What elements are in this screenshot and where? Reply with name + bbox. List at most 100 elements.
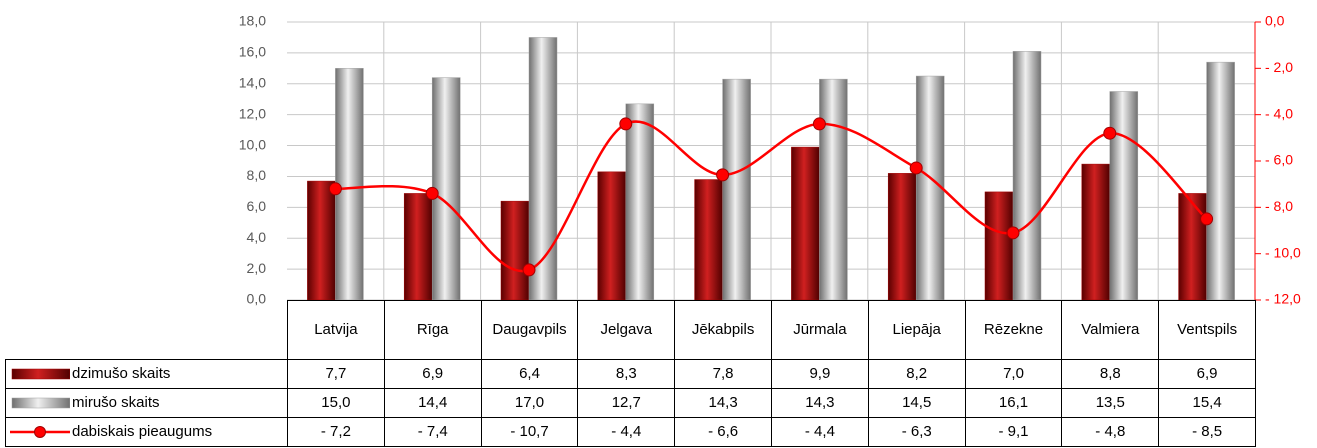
table-value-text: 15,4 (1192, 394, 1222, 411)
category-cell: Latvija (287, 300, 385, 360)
table-value: - 7,2 (287, 417, 385, 447)
table-value-text: - 6,3 (901, 423, 932, 440)
table-value: - 6,6 (674, 417, 772, 447)
bar (403, 193, 433, 301)
category-cell: Daugavpils (480, 300, 579, 360)
table-value: - 10,7 (480, 417, 579, 447)
table-value-text: 6,9 (422, 365, 444, 382)
table-value-text: 6,9 (1196, 365, 1218, 382)
table-value-text: - 7,4 (417, 423, 448, 440)
y-tick-label: 18,0 (239, 13, 266, 29)
table-value: 7,7 (287, 359, 385, 389)
line-marker (619, 117, 633, 131)
category-cell-text: Valmiera (1081, 321, 1140, 338)
table-value-text: 14,3 (708, 394, 738, 411)
table-value: 8,8 (1061, 359, 1160, 389)
bar (1012, 51, 1042, 301)
category-cell: Jelgava (577, 300, 676, 360)
line (335, 120, 1208, 273)
y-tick-label: 12,0 (239, 105, 266, 121)
bar (597, 171, 627, 301)
bar (1206, 61, 1235, 301)
y2-tick-label: - 4,0 (1265, 105, 1293, 121)
table-value-text: - 9,1 (998, 423, 1029, 440)
table-value: 15,0 (287, 388, 385, 418)
y-tick-label: 2,0 (247, 260, 267, 276)
category-cell-text: Daugavpils (492, 321, 567, 338)
table-value: - 7,4 (383, 417, 482, 447)
table-value: - 9,1 (964, 417, 1063, 447)
table-value-text: 15,0 (321, 394, 351, 411)
bar (694, 179, 723, 301)
table-value-text: - 10,7 (510, 423, 549, 440)
table-value: - 4,4 (771, 417, 869, 447)
table-value: 6,9 (1158, 359, 1256, 389)
category-cell: Liepāja (867, 300, 966, 360)
table-value-text: 8,3 (615, 365, 637, 382)
bar (431, 77, 461, 301)
category-cell: Ventspils (1158, 300, 1256, 360)
legend-cell: dzimušo skaits (5, 359, 288, 389)
table-value: 14,4 (383, 388, 482, 418)
category-cell-text: Rīga (416, 321, 449, 338)
y2-tick-label: - 2,0 (1265, 59, 1293, 75)
category-cell-text: Jūrmala (793, 321, 847, 338)
category-cell-text: Liepāja (892, 321, 941, 338)
table-value-text: 8,2 (906, 365, 928, 382)
line-marker (1200, 212, 1214, 226)
y-tick-label: 8,0 (247, 167, 267, 183)
table-value-text: - 8,5 (1192, 423, 1223, 440)
legend-icon (11, 368, 70, 380)
bar (528, 37, 558, 301)
line-marker (909, 161, 923, 175)
y-tick-label: 0,0 (247, 291, 267, 307)
table-value-text: 9,9 (809, 365, 831, 382)
legend-icon (11, 397, 70, 409)
category-cell-text: Ventspils (1177, 321, 1238, 338)
category-cell-text: Rēzekne (983, 321, 1044, 338)
legend-label: mirušo skaits (72, 394, 160, 411)
y-tick-label: 4,0 (247, 229, 267, 245)
line-marker (1006, 226, 1020, 240)
table-value-text: 7,0 (1003, 365, 1024, 382)
category-cell: Valmiera (1061, 300, 1160, 360)
line-marker (522, 263, 536, 277)
table-value-text: - 4,4 (804, 423, 835, 440)
bar (722, 78, 751, 301)
table-value: 15,4 (1158, 388, 1256, 418)
line-marker (1103, 126, 1117, 140)
table-value-text: 7,7 (325, 365, 347, 382)
legend-cell: mirušo skaits (5, 388, 288, 418)
y2-tick-label: 0,0 (1265, 13, 1285, 29)
table-value: 6,9 (383, 359, 482, 389)
table-value-text: - 6,6 (708, 423, 739, 440)
table-value: 7,0 (964, 359, 1063, 389)
legend-cell: dabiskais pieaugums (5, 417, 288, 447)
legend-icon (10, 426, 70, 438)
table-value-text: 13,5 (1095, 394, 1125, 411)
bar (819, 78, 848, 301)
table-value: 16,1 (964, 388, 1063, 418)
table-value-text: - 4,4 (611, 423, 642, 440)
table-value: - 4,4 (577, 417, 676, 447)
table-value-text: 6,4 (519, 365, 540, 382)
table-value-text: - 4,8 (1095, 423, 1126, 440)
table-value: 7,8 (674, 359, 772, 389)
table-value: 12,7 (577, 388, 676, 418)
table-value-text: - 7,2 (320, 423, 351, 440)
y-tick-label: 16,0 (239, 44, 266, 60)
table-value: 6,4 (480, 359, 579, 389)
bar (915, 75, 945, 301)
legend-label: dabiskais pieaugums (72, 423, 213, 440)
category-cell: Rīga (383, 300, 482, 360)
table-value: 14,5 (867, 388, 966, 418)
table-value: 14,3 (771, 388, 869, 418)
y2-tick-label: - 6,0 (1265, 152, 1293, 168)
category-cell-text: Jelgava (600, 321, 653, 338)
line-marker (425, 186, 439, 200)
bar (307, 180, 336, 301)
bar (500, 200, 530, 301)
table-value-text: 14,4 (418, 394, 448, 411)
